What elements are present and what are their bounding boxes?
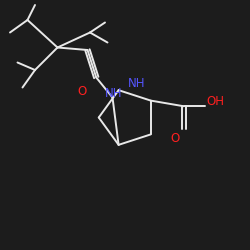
Text: O: O	[78, 85, 87, 98]
Text: NH: NH	[105, 87, 122, 100]
Text: NH: NH	[128, 77, 145, 90]
Text: O: O	[170, 132, 179, 145]
Text: OH: OH	[206, 95, 224, 108]
